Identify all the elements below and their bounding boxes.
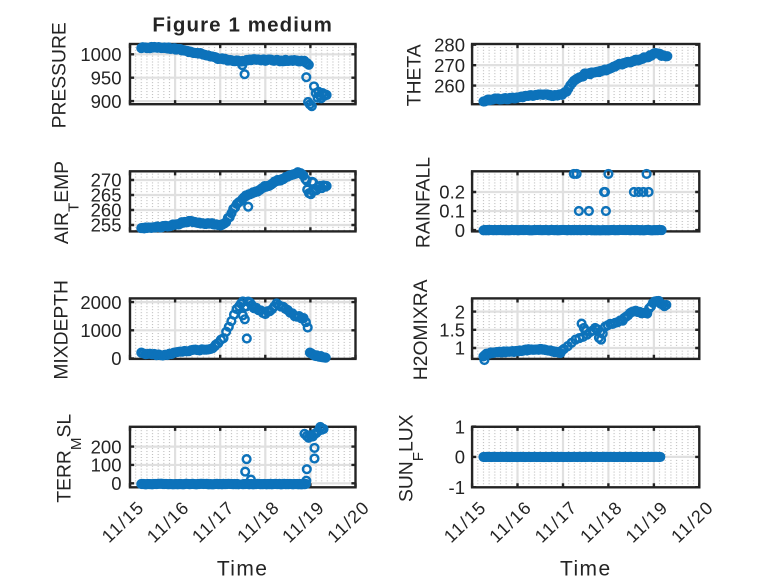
svg-text:0.2: 0.2 bbox=[439, 182, 465, 203]
svg-text:1000: 1000 bbox=[80, 320, 121, 341]
svg-text:-1: -1 bbox=[449, 477, 465, 498]
svg-text:0: 0 bbox=[455, 220, 465, 241]
svg-text:H2OMIXRA: H2OMIXRA bbox=[411, 279, 432, 380]
svg-text:2000: 2000 bbox=[80, 292, 121, 313]
svg-text:1: 1 bbox=[455, 338, 465, 359]
svg-text:Time: Time bbox=[560, 558, 612, 581]
svg-text:Time: Time bbox=[217, 558, 269, 581]
svg-text:100: 100 bbox=[91, 455, 122, 476]
svg-text:280: 280 bbox=[434, 34, 465, 55]
svg-text:PRESSURE: PRESSURE bbox=[49, 22, 70, 128]
svg-text:1: 1 bbox=[455, 416, 465, 437]
svg-text:255: 255 bbox=[91, 215, 122, 236]
svg-text:RAINFALL: RAINFALL bbox=[413, 157, 434, 248]
svg-text:0: 0 bbox=[455, 447, 465, 468]
svg-text:0: 0 bbox=[111, 473, 121, 494]
svg-text:260: 260 bbox=[434, 75, 465, 96]
svg-text:0.1: 0.1 bbox=[439, 201, 465, 222]
svg-text:270: 270 bbox=[91, 170, 122, 191]
svg-text:0: 0 bbox=[111, 348, 121, 369]
svg-text:Figure 1 medium: Figure 1 medium bbox=[152, 13, 333, 36]
svg-text:950: 950 bbox=[91, 67, 122, 88]
svg-text:270: 270 bbox=[434, 55, 465, 76]
svg-text:1.5: 1.5 bbox=[439, 320, 465, 341]
svg-text:200: 200 bbox=[91, 436, 122, 457]
svg-text:1000: 1000 bbox=[80, 44, 121, 65]
svg-text:900: 900 bbox=[91, 91, 122, 112]
svg-text:MIXDEPTH: MIXDEPTH bbox=[52, 280, 73, 380]
svg-text:2: 2 bbox=[455, 301, 465, 322]
svg-text:265: 265 bbox=[91, 185, 122, 206]
svg-text:THETA: THETA bbox=[405, 44, 426, 106]
svg-text:260: 260 bbox=[91, 200, 122, 221]
